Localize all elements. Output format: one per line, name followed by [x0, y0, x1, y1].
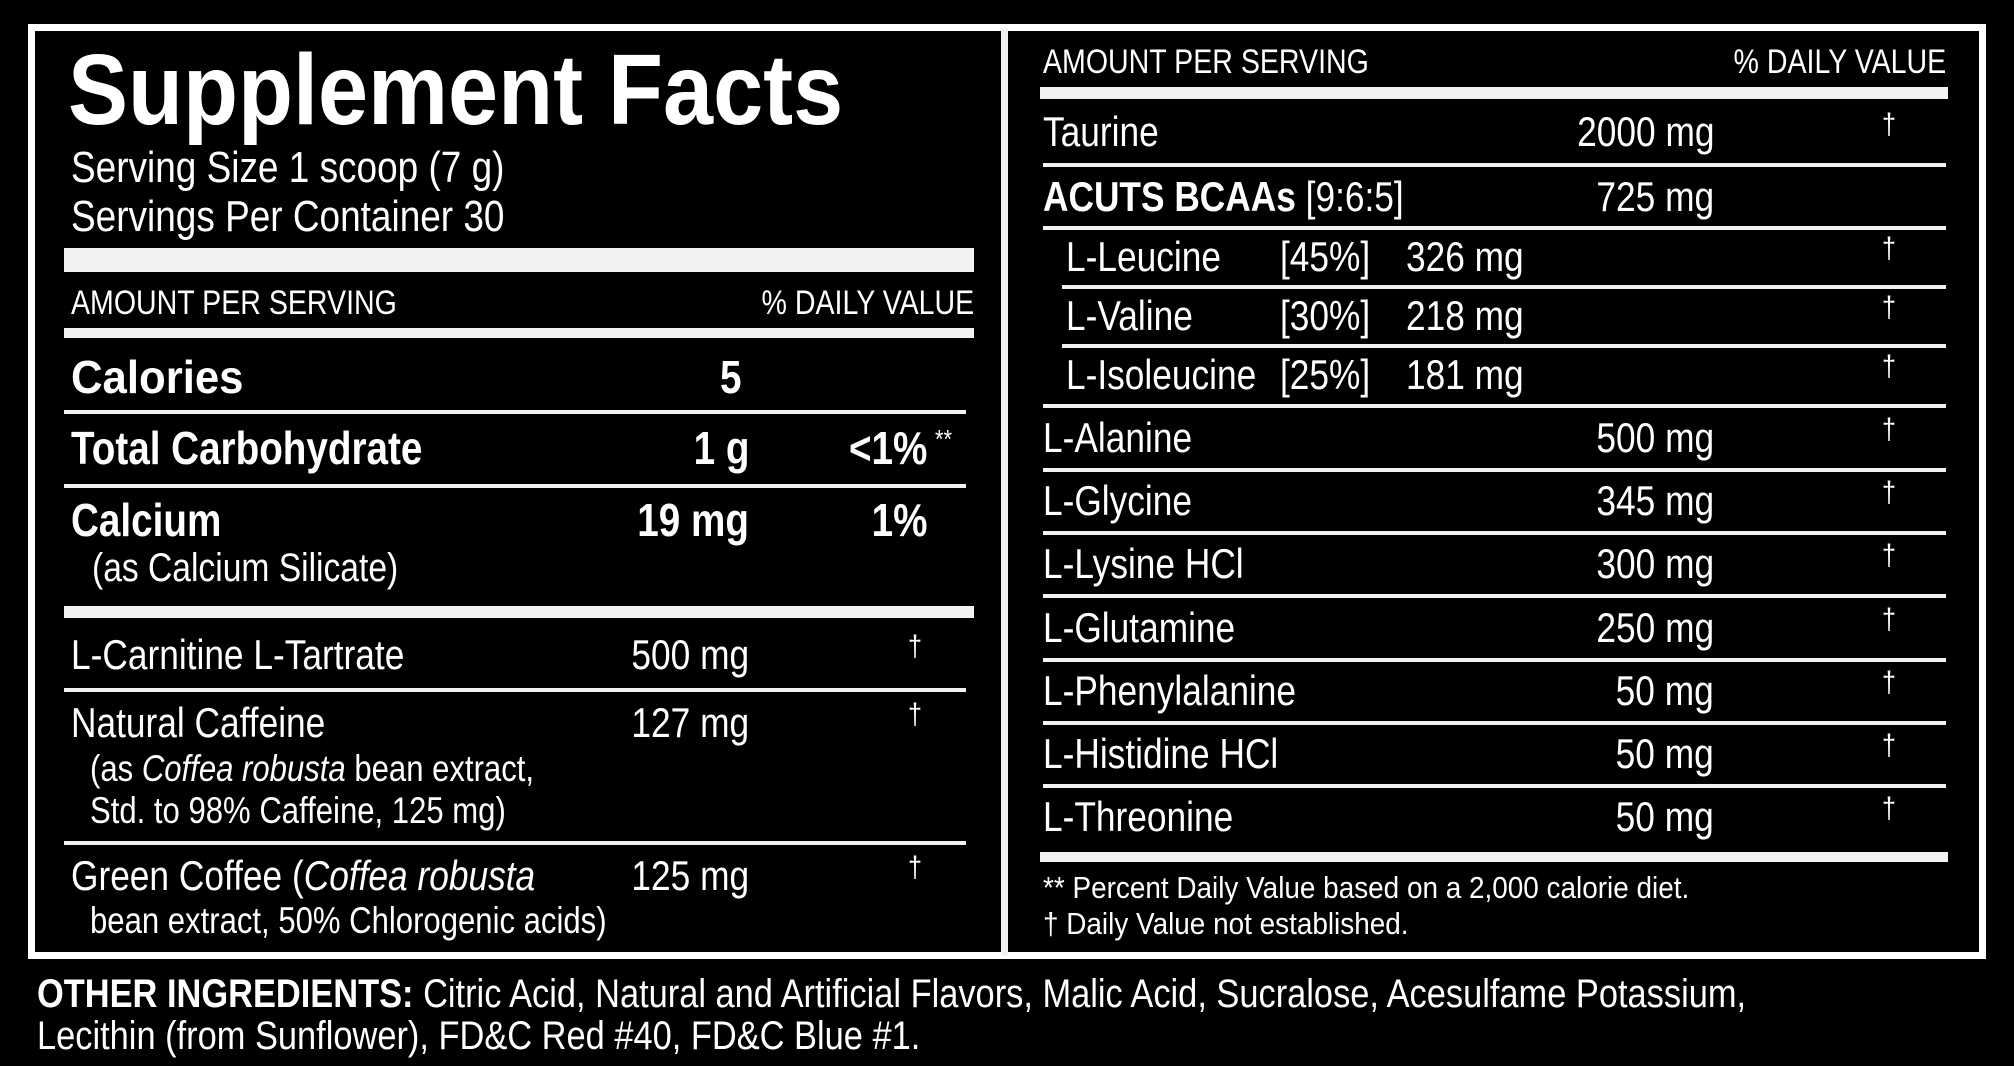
- ingredient-label: L-Alanine: [1043, 414, 1193, 461]
- dagger-mark: †: [1882, 476, 1897, 510]
- divider: [64, 484, 966, 488]
- bcaa-sub-amount: 218 mg: [1406, 292, 1524, 339]
- dagger-mark: †: [1882, 729, 1897, 762]
- bcaa-amount: 725 mg: [1596, 173, 1714, 220]
- other-ingredients-label: OTHER INGREDIENTS:: [37, 972, 414, 1016]
- bcaa-sub-label: L-Valine: [1066, 292, 1193, 339]
- divider: [1062, 285, 1946, 289]
- divider: [1043, 163, 1946, 167]
- ingredient-label: L-Glycine: [1043, 477, 1193, 525]
- caffeine-amount: 127 mg: [631, 699, 749, 746]
- dagger-mark: †: [908, 851, 923, 884]
- ingredient-label: L-Histidine HCl: [1043, 730, 1279, 777]
- divider: [64, 841, 966, 845]
- dagger-mark: †: [1882, 232, 1897, 265]
- ingredient-amount: 50 mg: [1615, 666, 1714, 714]
- divider: [1040, 852, 1948, 862]
- bcaa-sub-percent: [45%]: [1280, 233, 1371, 280]
- dagger-mark: †: [1882, 665, 1897, 699]
- dagger-mark: †: [1882, 108, 1897, 141]
- panel-divider: [1001, 28, 1008, 956]
- caffeine-label: Natural Caffeine: [71, 699, 326, 746]
- divider: [1043, 531, 1946, 536]
- bcaa-sub-amount: 326 mg: [1406, 233, 1524, 280]
- caffeine-source-line2: Std. to 98% Caffeine, 125 mg): [90, 790, 506, 831]
- calcium-amount: 19 mg: [637, 494, 749, 546]
- page-title: Supplement Facts: [68, 34, 844, 146]
- carb-dv: <1%: [848, 422, 927, 474]
- thick-divider: [64, 606, 974, 618]
- calcium-label: Calcium: [71, 494, 222, 546]
- dv-header: % DAILY VALUE: [761, 284, 974, 322]
- ingredient-amount: 300 mg: [1596, 540, 1714, 588]
- divider: [64, 688, 966, 692]
- other-ingredients-line1: OTHER INGREDIENTS: Citric Acid, Natural …: [37, 972, 1747, 1016]
- divider: [1043, 784, 1946, 788]
- caffeine-source-line1: (as Coffea robusta bean extract,: [90, 748, 535, 789]
- calcium-dv: 1%: [871, 494, 927, 546]
- footnote-not-established: † Daily Value not established.: [1043, 906, 1409, 941]
- divider: [1043, 594, 1946, 599]
- serving-size: Serving Size 1 scoop (7 g): [71, 143, 505, 192]
- amount-header: AMOUNT PER SERVING: [71, 284, 397, 322]
- calcium-source: (as Calcium Silicate): [92, 546, 399, 590]
- bcaa-sub-amount: 181 mg: [1406, 351, 1524, 398]
- dagger-mark: †: [1882, 602, 1897, 636]
- carb-dv-footnote-mark: **: [935, 424, 953, 454]
- carnitine-label: L-Carnitine L-Tartrate: [71, 631, 405, 678]
- dagger-mark: †: [1882, 792, 1897, 826]
- ingredient-amount: 500 mg: [1596, 414, 1714, 461]
- carb-amount: 1 g: [693, 422, 749, 474]
- other-ingredients-line2: Lecithin (from Sunflower), FD&C Red #40,…: [37, 1014, 921, 1058]
- calories-value: 5: [720, 351, 742, 403]
- taurine-label: Taurine: [1043, 108, 1159, 155]
- dagger-mark: †: [1882, 350, 1897, 383]
- bcaa-label: ACUTS BCAAs [9:6:5]: [1043, 173, 1404, 220]
- dagger-mark: †: [1882, 539, 1897, 573]
- divider: [1043, 657, 1946, 662]
- divider: [64, 410, 966, 414]
- calories-label: Calories: [71, 351, 244, 403]
- divider: [1043, 226, 1946, 230]
- bcaa-sub-percent: [30%]: [1280, 292, 1371, 339]
- ingredient-amount: 345 mg: [1596, 477, 1714, 525]
- servings-per-container: Servings Per Container 30: [71, 192, 505, 241]
- ingredient-label: L-Threonine: [1043, 793, 1234, 841]
- divider: [64, 328, 974, 338]
- bcaa-sub-label: L-Isoleucine: [1066, 351, 1257, 398]
- green-coffee-source: bean extract, 50% Chlorogenic acids): [90, 900, 607, 941]
- dagger-mark: †: [1882, 291, 1897, 324]
- dv-header-right: % DAILY VALUE: [1733, 43, 1946, 81]
- ingredient-label: L-Lysine HCl: [1043, 540, 1244, 588]
- bcaa-sub-percent: [25%]: [1280, 351, 1371, 398]
- divider: [1043, 468, 1946, 472]
- ingredient-label: L-Phenylalanine: [1043, 666, 1297, 714]
- carb-label: Total Carbohydrate: [71, 422, 423, 474]
- divider: [1043, 404, 1946, 408]
- ingredient-amount: 250 mg: [1596, 603, 1714, 651]
- dagger-mark: †: [908, 698, 923, 731]
- ingredient-amount: 50 mg: [1615, 793, 1714, 841]
- dagger-mark: †: [1882, 413, 1897, 446]
- carnitine-amount: 500 mg: [631, 631, 749, 678]
- divider: [1062, 344, 1946, 348]
- ingredient-amount: 50 mg: [1615, 730, 1714, 777]
- divider: [1040, 87, 1948, 99]
- bcaa-sub-label: L-Leucine: [1066, 233, 1221, 280]
- green-coffee-label: Green Coffee (Coffea robusta: [71, 852, 536, 899]
- thick-divider: [64, 248, 974, 272]
- taurine-amount: 2000 mg: [1576, 108, 1714, 155]
- footnote-daily-value: ** Percent Daily Value based on a 2,000 …: [1043, 870, 1690, 905]
- ingredient-label: L-Glutamine: [1043, 603, 1236, 651]
- dagger-mark: †: [908, 630, 923, 663]
- green-coffee-amount: 125 mg: [631, 852, 749, 899]
- divider: [1043, 720, 1946, 725]
- amount-header-right: AMOUNT PER SERVING: [1043, 43, 1369, 81]
